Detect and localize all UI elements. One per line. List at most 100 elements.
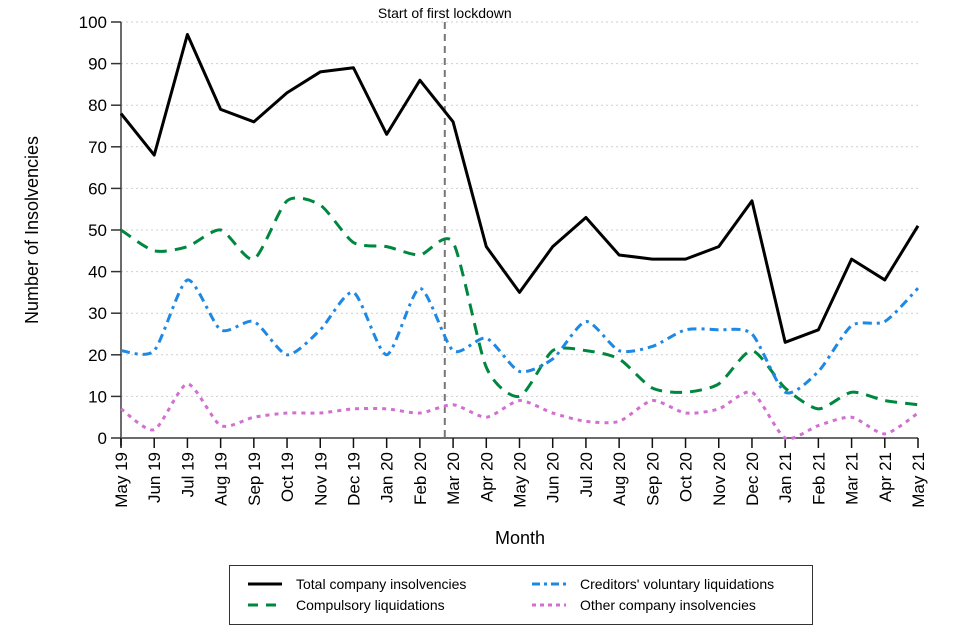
legend-item-total: Total company insolvencies <box>246 576 466 592</box>
data-point-compulsory-liquidations <box>152 249 156 253</box>
data-point-compulsory-liquidations <box>551 349 555 353</box>
data-point-total-company-insolvencies <box>119 112 123 116</box>
data-point-creditors-voluntary-liquidations <box>783 390 787 394</box>
data-point-other-company-insolvencies <box>219 424 223 428</box>
x-tick-label: Feb 20 <box>411 452 430 505</box>
data-point-other-company-insolvencies <box>152 428 156 432</box>
data-point-compulsory-liquidations <box>883 399 887 403</box>
x-tick-label: Mar 21 <box>843 452 862 505</box>
data-point-creditors-voluntary-liquidations <box>451 349 455 353</box>
data-point-total-company-insolvencies <box>750 199 754 203</box>
data-point-creditors-voluntary-liquidations <box>684 328 688 332</box>
data-point-creditors-voluntary-liquidations <box>185 278 189 282</box>
y-tick-label: 20 <box>88 346 107 365</box>
data-point-total-company-insolvencies <box>385 132 389 136</box>
data-point-total-company-insolvencies <box>351 66 355 70</box>
data-point-total-company-insolvencies <box>451 120 455 124</box>
data-point-creditors-voluntary-liquidations <box>584 320 588 324</box>
data-point-other-company-insolvencies <box>916 411 920 415</box>
data-point-compulsory-liquidations <box>750 349 754 353</box>
data-point-other-company-insolvencies <box>650 399 654 403</box>
data-point-compulsory-liquidations <box>617 357 621 361</box>
series-lines <box>119 32 920 441</box>
legend-label: Total company insolvencies <box>296 576 467 592</box>
data-point-compulsory-liquidations <box>783 386 787 390</box>
data-point-creditors-voluntary-liquidations <box>617 349 621 353</box>
data-point-compulsory-liquidations <box>219 228 223 232</box>
y-tick-label: 10 <box>88 387 107 406</box>
data-point-compulsory-liquidations <box>185 245 189 249</box>
data-point-compulsory-liquidations <box>850 390 854 394</box>
data-point-compulsory-liquidations <box>518 394 522 398</box>
data-point-total-company-insolvencies <box>816 328 820 332</box>
data-point-total-company-insolvencies <box>717 245 721 249</box>
x-tick-label: Dec 20 <box>743 452 762 506</box>
x-tick-label: Oct 19 <box>278 452 297 502</box>
legend-item-compulsory: Compulsory liquidations <box>246 597 445 613</box>
data-point-total-company-insolvencies <box>650 257 654 261</box>
y-tick-label: 90 <box>88 55 107 74</box>
data-point-creditors-voluntary-liquidations <box>650 344 654 348</box>
data-point-other-company-insolvencies <box>850 415 854 419</box>
x-tick-label: Apr 21 <box>876 452 895 502</box>
x-tick-label: Feb 21 <box>809 452 828 505</box>
data-point-other-company-insolvencies <box>252 415 256 419</box>
x-tick-label: May 20 <box>511 452 530 508</box>
data-point-total-company-insolvencies <box>219 107 223 111</box>
legend-item-other: Other company insolvencies <box>530 597 756 613</box>
data-point-other-company-insolvencies <box>119 407 123 411</box>
data-point-other-company-insolvencies <box>185 382 189 386</box>
series-line-compulsory-liquidations <box>120 196 919 411</box>
data-point-total-company-insolvencies <box>916 224 920 228</box>
x-tick-label: Aug 20 <box>610 452 629 506</box>
data-point-compulsory-liquidations <box>418 253 422 257</box>
x-axis-ticks: May 19 Jun 19 Jul 19 Aug 19 Sep 19 Oct 19 Nov … <box>112 438 928 508</box>
data-point-creditors-voluntary-liquidations <box>351 290 355 294</box>
data-point-other-company-insolvencies <box>783 436 787 440</box>
data-point-creditors-voluntary-liquidations <box>252 320 256 324</box>
legend-swatch-dashed-green <box>248 603 282 607</box>
data-point-total-company-insolvencies <box>883 278 887 282</box>
data-point-other-company-insolvencies <box>684 411 688 415</box>
data-point-compulsory-liquidations <box>285 199 289 203</box>
data-point-compulsory-liquidations <box>385 245 389 249</box>
data-point-other-company-insolvencies <box>418 411 422 415</box>
data-point-total-company-insolvencies <box>185 32 189 36</box>
data-point-total-company-insolvencies <box>684 257 688 261</box>
data-point-creditors-voluntary-liquidations <box>883 320 887 324</box>
x-tick-label: Sep 19 <box>245 452 264 506</box>
data-point-creditors-voluntary-liquidations <box>551 357 555 361</box>
legend-label: Creditors' voluntary liquidations <box>580 576 775 592</box>
y-tick-label: 0 <box>98 429 107 448</box>
y-axis-title: Number of Insolvencies <box>22 136 42 324</box>
y-tick-label: 80 <box>88 96 107 115</box>
data-point-compulsory-liquidations <box>650 386 654 390</box>
data-point-total-company-insolvencies <box>484 245 488 249</box>
legend-label: Other company insolvencies <box>580 597 756 613</box>
data-point-total-company-insolvencies <box>252 120 256 124</box>
data-point-creditors-voluntary-liquidations <box>418 286 422 290</box>
data-point-compulsory-liquidations <box>252 257 256 261</box>
x-tick-label: Mar 20 <box>444 452 463 505</box>
data-point-compulsory-liquidations <box>717 382 721 386</box>
data-point-other-company-insolvencies <box>584 419 588 423</box>
data-point-compulsory-liquidations <box>119 228 123 232</box>
data-point-creditors-voluntary-liquidations <box>850 324 854 328</box>
y-tick-label: 30 <box>88 304 107 323</box>
gridlines <box>121 21 918 397</box>
data-point-compulsory-liquidations <box>816 407 820 411</box>
data-point-creditors-voluntary-liquidations <box>318 328 322 332</box>
data-point-creditors-voluntary-liquidations <box>119 349 123 353</box>
data-point-other-company-insolvencies <box>285 411 289 415</box>
y-tick-label: 40 <box>88 263 107 282</box>
series-line-creditors-voluntary-liquidations <box>120 278 920 395</box>
data-point-creditors-voluntary-liquidations <box>285 353 289 357</box>
y-axis-ticks: 0 10 20 30 40 50 60 70 80 90 100 <box>79 13 121 448</box>
x-tick-label: Nov 19 <box>311 452 330 506</box>
y-tick-label: 50 <box>88 221 107 240</box>
data-point-creditors-voluntary-liquidations <box>816 369 820 373</box>
data-point-creditors-voluntary-liquidations <box>916 286 920 290</box>
data-point-creditors-voluntary-liquidations <box>484 336 488 340</box>
legend-swatch-dotted-pink <box>532 603 566 607</box>
legend: Total company insolvencies Creditors' vo… <box>229 565 813 625</box>
